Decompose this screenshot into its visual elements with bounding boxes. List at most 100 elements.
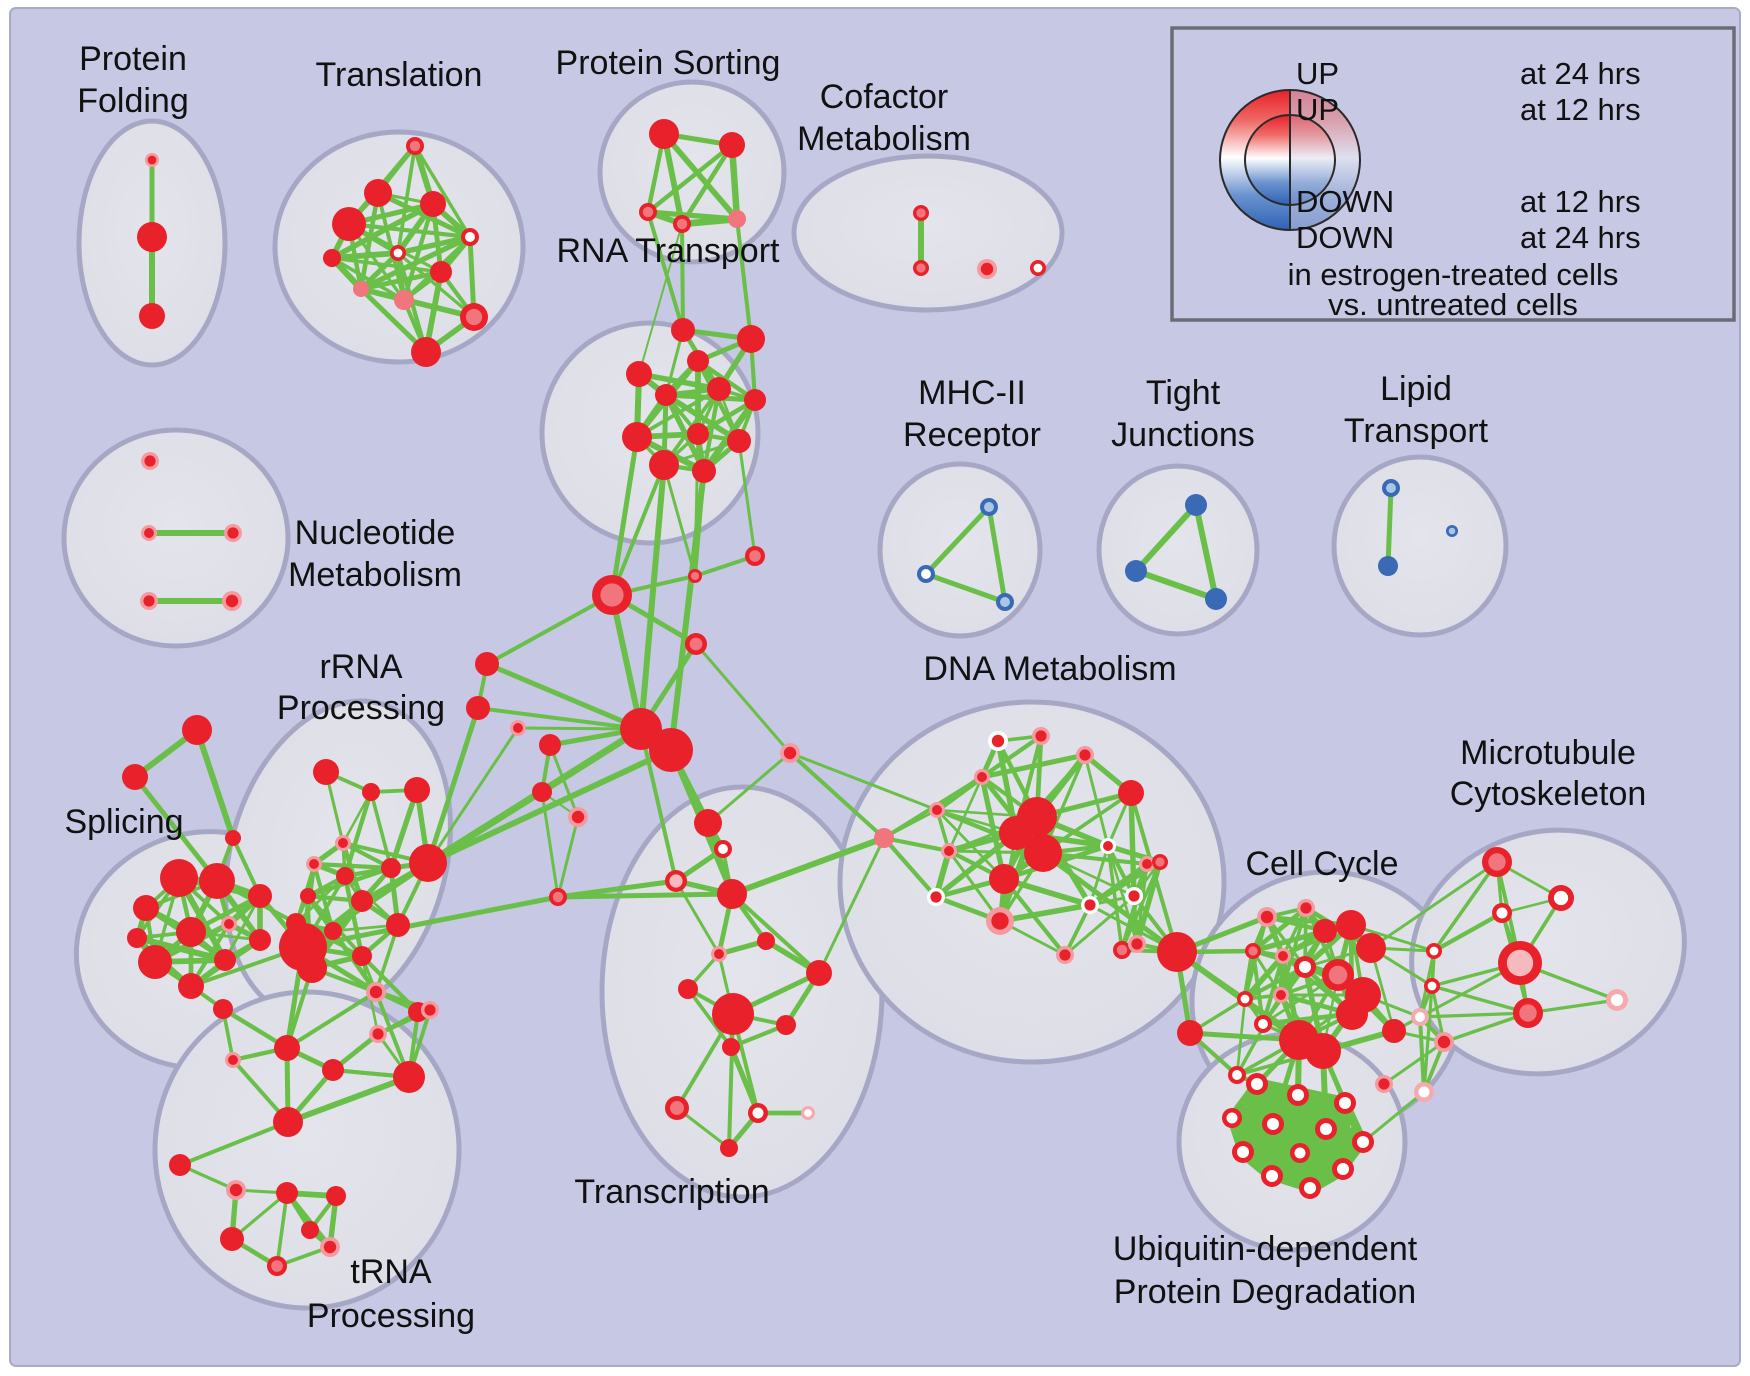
node-outer [874, 828, 894, 848]
label-rrna-processing: Processing [277, 689, 445, 727]
node-microtubule-cytoskeleton [1513, 998, 1543, 1028]
edge-lipid-transport [1385, 485, 1394, 569]
edge-translation [358, 286, 429, 355]
edge-tight-junctions [1133, 502, 1199, 574]
label-splicing: Splicing [64, 803, 183, 841]
node-cell-cycle [1297, 899, 1315, 917]
node-rrna-processing [381, 858, 401, 878]
edge-bridge [706, 751, 792, 825]
node-microtubule-cytoskeleton [1414, 1082, 1434, 1102]
node-inner [1448, 527, 1456, 535]
node-connector [225, 830, 241, 846]
edge-rrna-processing [285, 990, 378, 1050]
legend-box [1170, 26, 1736, 322]
node-inner [1033, 263, 1043, 273]
node-trna-processing [301, 1221, 319, 1239]
node-outer [671, 318, 695, 342]
node-rna-transport [626, 361, 652, 387]
node-outer [694, 809, 722, 837]
node-connector [685, 633, 707, 655]
edge-rrna-processing [294, 874, 347, 925]
node-outer [1125, 560, 1147, 582]
node-inner [1232, 1070, 1242, 1080]
node-transcription [678, 979, 698, 999]
node-outer [1356, 933, 1386, 963]
node-inner [1258, 1019, 1268, 1029]
node-inner [749, 550, 761, 562]
label-trna-processing: Processing [307, 1297, 475, 1335]
node-rrna-processing [404, 777, 430, 803]
node-splicing [178, 973, 204, 999]
edge-tight-junctions [1133, 568, 1219, 602]
edge-bridge [1369, 860, 1499, 950]
node-inner [718, 844, 728, 854]
legend: UP at 24 hrs UP at 12 hrs DOWN at 12 hrs DOWN a… [1170, 26, 1736, 322]
node-dna-metabolism [974, 769, 990, 785]
edge-protein-sorting [661, 131, 740, 222]
node-transcription [776, 1015, 796, 1035]
node-microtubule-cytoskeleton [1606, 989, 1628, 1011]
node-dna-metabolism [1152, 854, 1168, 870]
node-translation [323, 249, 341, 267]
node-inner [271, 1260, 283, 1272]
edge-translation [375, 190, 473, 240]
node-dna-metabolism [1100, 838, 1116, 854]
edge-cell-cycle [1242, 964, 1308, 1002]
node-ubiquitin-degradation [1315, 1118, 1337, 1140]
node-outer [420, 191, 446, 217]
node-inner [642, 206, 654, 218]
node-inner [1319, 1122, 1333, 1136]
node-rrna-processing [386, 913, 410, 937]
node-inner [1427, 981, 1437, 991]
edge-dna-metabolism [1105, 843, 1137, 899]
node-outer [249, 929, 271, 951]
node-outer [353, 281, 369, 297]
edge-trna-processing [178, 1120, 290, 1167]
edge-dna-metabolism [979, 752, 1088, 780]
node-dna-metabolism [929, 802, 945, 818]
node-cell-cycle [1322, 959, 1354, 991]
node-outer [1382, 1019, 1406, 1043]
node-inner [689, 637, 703, 651]
node-outer [139, 303, 165, 329]
label-microtubule-cytoskeleton: Cytoskeleton [1450, 775, 1647, 813]
edge-translation [330, 256, 443, 274]
node-outer [722, 1038, 740, 1056]
node-protein-folding [145, 153, 159, 167]
node-splicing [127, 928, 147, 948]
node-ubiquitin-degradation [1261, 1165, 1283, 1187]
node-inner [1250, 1077, 1264, 1091]
node-outer [1157, 932, 1197, 972]
edge-microtubule-cytoskeleton [1418, 1011, 1530, 1019]
node-outer [199, 863, 235, 899]
node-inner [1610, 993, 1624, 1007]
node-dna-metabolism [1128, 935, 1146, 953]
node-splicing [248, 884, 272, 908]
edge-bridge [882, 836, 938, 899]
node-inner [571, 810, 585, 824]
label-protein-folding: Protein [79, 40, 187, 78]
node-connector [466, 696, 490, 720]
node-inner [1079, 749, 1091, 761]
node-rna-transport [692, 459, 716, 483]
legend-direction-label-2: DOWN [1296, 184, 1394, 219]
node-inner [1519, 1004, 1537, 1022]
node-lipid-transport [1382, 479, 1400, 497]
node-inner [1278, 951, 1288, 961]
node-outer [176, 917, 206, 947]
edge-translation [329, 250, 401, 261]
node-ubiquitin-degradation [1287, 1084, 1309, 1106]
node-cell-cycle [1237, 991, 1253, 1007]
node-outer [213, 999, 233, 1019]
node-outer [332, 207, 366, 241]
node-outer [225, 830, 241, 846]
node-inner [783, 746, 797, 760]
node-rna-transport [655, 384, 677, 406]
edge-mhc-ii-receptor [986, 504, 1008, 605]
edge-microtubule-cytoskeleton [1418, 1015, 1426, 1094]
label-trna-processing: tRNA [350, 1253, 432, 1291]
cluster-ellipse-dna-metabolism [837, 699, 1227, 1065]
node-splicing [133, 895, 159, 921]
node-outer [719, 132, 745, 158]
node-inner [600, 583, 624, 607]
